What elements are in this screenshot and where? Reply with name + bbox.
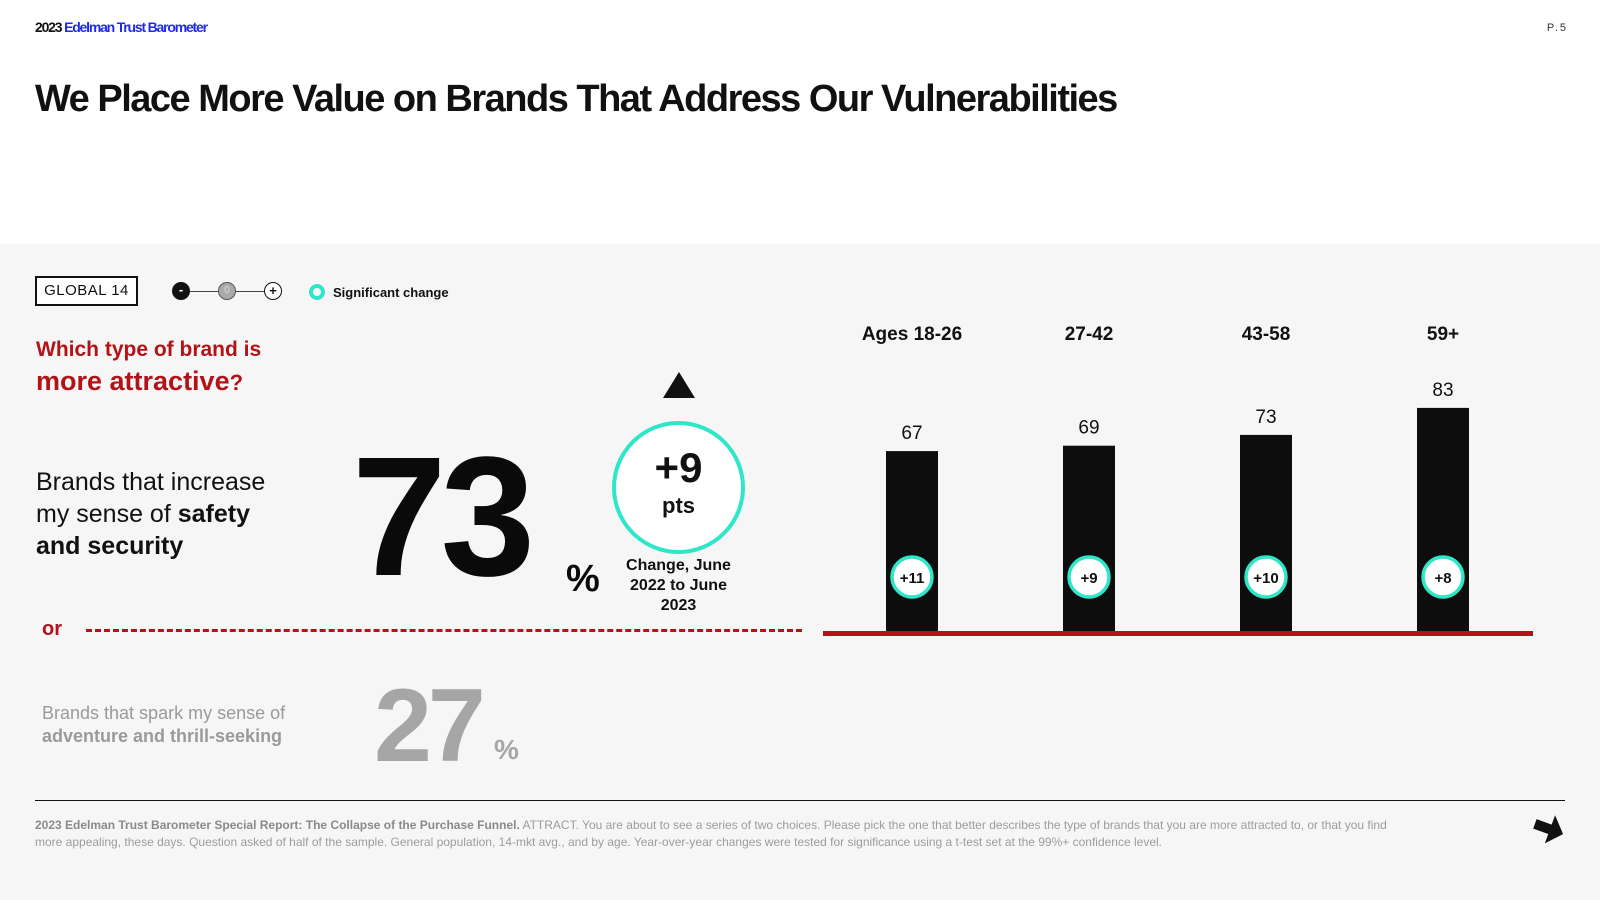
change-marker-label: +10: [1253, 570, 1278, 587]
bar: [1240, 434, 1292, 632]
plus-icon: +: [264, 282, 282, 300]
region-badge: GLOBAL 14: [35, 276, 138, 306]
question-heading: Which type of brand is more attractive?: [36, 338, 261, 397]
question-line-1: Which type of brand is: [36, 338, 262, 361]
bar: [1063, 445, 1115, 632]
option-safety-emphasis: safety and security: [36, 500, 250, 560]
change-value: +9: [654, 444, 703, 491]
change-marker-label: +8: [1434, 570, 1451, 587]
category-label: 43-58: [1242, 324, 1291, 345]
chart-baseline: [823, 631, 1533, 636]
brand-year: 2023: [35, 19, 63, 35]
significant-change-label: Significant change: [333, 285, 449, 300]
safety-percent-unit: %: [566, 558, 600, 600]
adventure-percent-value: 27: [374, 668, 486, 784]
change-marker: [1067, 555, 1111, 599]
brand-logo: 2023 Edelman Trust Barometer: [35, 19, 208, 35]
page-title: We Place More Value on Brands That Addre…: [35, 78, 1118, 120]
question-mark: ?: [229, 370, 244, 395]
safety-percent-value: 73: [352, 422, 535, 612]
change-circle: +9 pts: [612, 421, 745, 554]
footnote-text: ATTRACT. You are about to see a series o…: [35, 818, 1387, 849]
adventure-percent-unit: %: [494, 734, 519, 765]
significant-change-icon: [309, 284, 325, 300]
option-safety-label: Brands that increase my sense of safety …: [36, 466, 296, 562]
change-scale-legend: - 0 +: [170, 281, 285, 303]
footnote: 2023 Edelman Trust Barometer Special Rep…: [35, 817, 1395, 851]
brand-name: Edelman Trust Barometer: [64, 19, 208, 35]
minus-icon: -: [172, 282, 190, 300]
option-adventure-text: Brands that spark my sense of: [42, 703, 286, 723]
zero-icon: 0: [218, 282, 236, 300]
category-label: Ages 18-26: [862, 324, 962, 345]
question-emphasis: more attractive: [36, 366, 230, 396]
bar: [886, 451, 938, 632]
change-marker: [1421, 555, 1465, 599]
change-marker: [1244, 555, 1288, 599]
next-arrow-icon[interactable]: [1532, 812, 1566, 846]
change-marker: [890, 555, 934, 599]
or-label: or: [42, 618, 62, 640]
category-label: 27-42: [1065, 324, 1114, 345]
footnote-source: 2023 Edelman Trust Barometer Special Rep…: [35, 818, 520, 832]
page-number: P.5: [1546, 22, 1568, 34]
footer-rule: [35, 800, 1565, 801]
bar-value-label: 69: [1078, 418, 1099, 439]
change-unit: pts: [662, 493, 695, 518]
bar-value-label: 67: [901, 423, 922, 444]
triangle-up-icon: [663, 372, 695, 398]
category-label: 59+: [1427, 324, 1459, 345]
option-adventure-emphasis: adventure and thrill-seeking: [42, 726, 283, 746]
dashed-divider: [86, 629, 802, 632]
change-caption: Change, June 2022 to June 2023: [626, 557, 731, 614]
change-marker-label: +11: [900, 570, 925, 587]
bar-value-label: 73: [1255, 407, 1276, 428]
bar-value-label: 83: [1432, 380, 1453, 401]
change-marker-label: +9: [1080, 570, 1097, 587]
content-panel: [0, 244, 1600, 900]
question-line-2: more attractive?: [36, 366, 261, 397]
option-adventure-label: Brands that spark my sense of adventure …: [42, 702, 302, 748]
option-safety-text: Brands that increase my sense of: [36, 468, 266, 528]
